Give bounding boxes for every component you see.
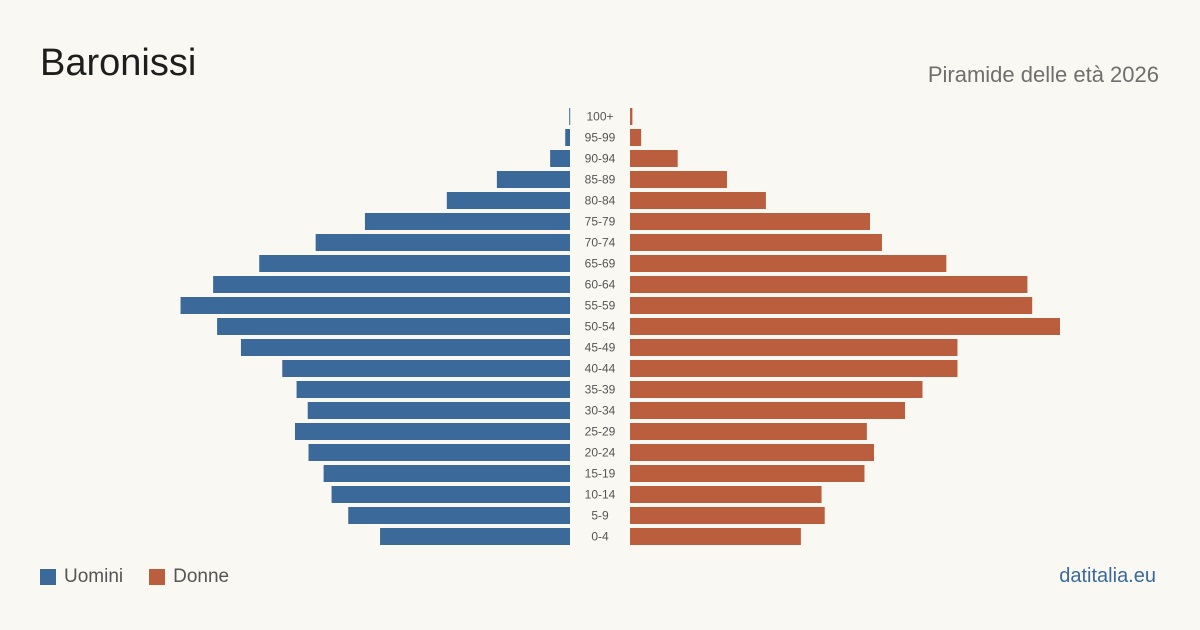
bar-women-55-59 [630, 297, 1033, 314]
age-group-label: 95-99 [585, 131, 616, 145]
bar-women-65-69 [630, 255, 947, 272]
age-group-label: 55-59 [585, 299, 616, 313]
bar-men-35-39 [296, 381, 570, 398]
bar-men-90-94 [550, 150, 570, 167]
bar-men-40-44 [282, 360, 570, 377]
bar-men-80-84 [446, 192, 570, 209]
bar-women-5-9 [630, 507, 825, 524]
age-group-label: 25-29 [585, 425, 616, 439]
source-credit[interactable]: datitalia.eu [1059, 565, 1156, 587]
bar-women-0-4 [630, 528, 801, 545]
age-group-label: 15-19 [585, 467, 616, 481]
bar-women-20-24 [630, 444, 875, 461]
age-group-label: 10-14 [585, 488, 616, 502]
bar-men-0-4 [380, 528, 570, 545]
age-group-label: 45-49 [585, 341, 616, 355]
bar-men-50-54 [217, 318, 570, 335]
bar-men-60-64 [213, 276, 570, 293]
bar-men-5-9 [348, 507, 570, 524]
legend-item-men: Uomini [40, 566, 123, 588]
age-group-label: 40-44 [585, 362, 616, 376]
bar-men-45-49 [240, 339, 571, 356]
bar-women-95-99 [630, 129, 642, 146]
bar-men-95-99 [565, 129, 570, 146]
age-group-label: 65-69 [585, 257, 616, 271]
age-group-label: 80-84 [585, 194, 616, 208]
bar-men-10-14 [331, 486, 570, 503]
bar-women-80-84 [630, 192, 766, 209]
bar-men-100+ [569, 108, 571, 125]
age-group-label: 5-9 [591, 509, 609, 523]
age-group-label: 60-64 [585, 278, 616, 292]
age-group-label: 75-79 [585, 215, 616, 229]
age-group-label: 100+ [586, 110, 613, 124]
age-group-label: 30-34 [585, 404, 616, 418]
bar-women-25-29 [630, 423, 867, 440]
legend-label-men: Uomini [64, 566, 124, 587]
bar-women-30-34 [630, 402, 906, 419]
legend: Uomini Donne [40, 566, 255, 588]
bar-men-25-29 [294, 423, 570, 440]
bar-women-75-79 [630, 213, 871, 230]
bar-men-65-69 [259, 255, 570, 272]
bar-men-15-19 [323, 465, 570, 482]
bar-women-10-14 [630, 486, 822, 503]
bar-women-60-64 [630, 276, 1028, 293]
bar-men-75-79 [364, 213, 570, 230]
bar-men-70-74 [315, 234, 570, 251]
bar-women-15-19 [630, 465, 865, 482]
bar-men-20-24 [308, 444, 570, 461]
legend-swatch-men [40, 569, 56, 585]
bar-women-100+ [630, 108, 633, 125]
bar-women-50-54 [630, 318, 1060, 335]
legend-label-women: Donne [173, 566, 230, 587]
age-group-label: 70-74 [585, 236, 616, 250]
legend-item-women: Donne [149, 566, 229, 588]
bar-women-45-49 [630, 339, 958, 356]
chart-subtitle: Piramide delle età 2026 [927, 62, 1159, 87]
bar-women-90-94 [630, 150, 678, 167]
bar-men-85-89 [496, 171, 570, 188]
bar-women-40-44 [630, 360, 958, 377]
legend-swatch-women [149, 569, 166, 585]
age-group-label: 20-24 [585, 446, 616, 460]
chart-title: Baronissi [40, 42, 197, 84]
age-group-label: 50-54 [585, 320, 616, 334]
bar-women-70-74 [630, 234, 882, 251]
age-group-label: 0-4 [591, 530, 609, 544]
bar-women-35-39 [630, 381, 923, 398]
age-group-label: 35-39 [585, 383, 616, 397]
bar-men-55-59 [180, 297, 570, 314]
age-group-label: 85-89 [585, 173, 616, 187]
age-group-label: 90-94 [585, 152, 616, 166]
bar-women-85-89 [630, 171, 727, 188]
bar-men-30-34 [307, 402, 570, 419]
